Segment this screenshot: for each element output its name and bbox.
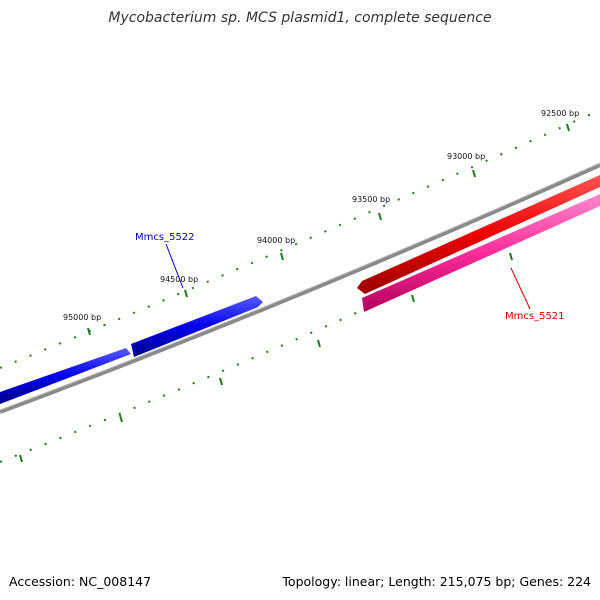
- accession-text: Accession: NC_008147: [9, 574, 152, 589]
- tick-label-95000: 95000 bp: [63, 313, 101, 322]
- gene-label-leader: [510, 267, 531, 310]
- major-tick: [19, 454, 23, 463]
- major-tick: [317, 339, 321, 348]
- gene-label-mmcs-5521[interactable]: Mmcs_5521: [505, 311, 565, 322]
- major-ticks: [19, 123, 570, 463]
- major-tick: [411, 294, 415, 303]
- tick-label-94500: 94500 bp: [160, 275, 198, 284]
- gene-mmcs-5522[interactable]: [0, 296, 263, 404]
- tick-label-92500: 92500 bp: [541, 109, 579, 118]
- major-tick: [280, 252, 284, 261]
- sequence-backbone: [0, 163, 600, 414]
- tick-label-93000: 93000 bp: [447, 152, 485, 161]
- major-tick: [378, 212, 382, 221]
- major-tick: [184, 289, 188, 298]
- major-tick: [219, 377, 223, 386]
- tick-label-93500: 93500 bp: [352, 195, 390, 204]
- major-tick: [87, 327, 91, 336]
- major-tick: [566, 123, 570, 132]
- gene-segment[interactable]: [0, 348, 131, 404]
- summary-text: Topology: linear; Length: 215,075 bp; Ge…: [282, 574, 591, 589]
- gene-mmcs-5521[interactable]: [357, 175, 600, 294]
- gene-label-leader: [165, 243, 184, 289]
- map-title: Mycobacterium sp. MCS plasmid1, complete…: [108, 10, 492, 26]
- gene-segment[interactable]: [131, 296, 263, 357]
- gene-segment[interactable]: [362, 194, 600, 312]
- gene-segment[interactable]: [357, 175, 600, 294]
- gene-label-mmcs-5522[interactable]: Mmcs_5522: [135, 232, 195, 243]
- major-tick: [119, 414, 123, 423]
- gene-reverse-pink[interactable]: [362, 194, 600, 312]
- major-tick: [472, 169, 476, 178]
- tick-label-94000: 94000 bp: [257, 236, 295, 245]
- major-tick: [509, 252, 513, 261]
